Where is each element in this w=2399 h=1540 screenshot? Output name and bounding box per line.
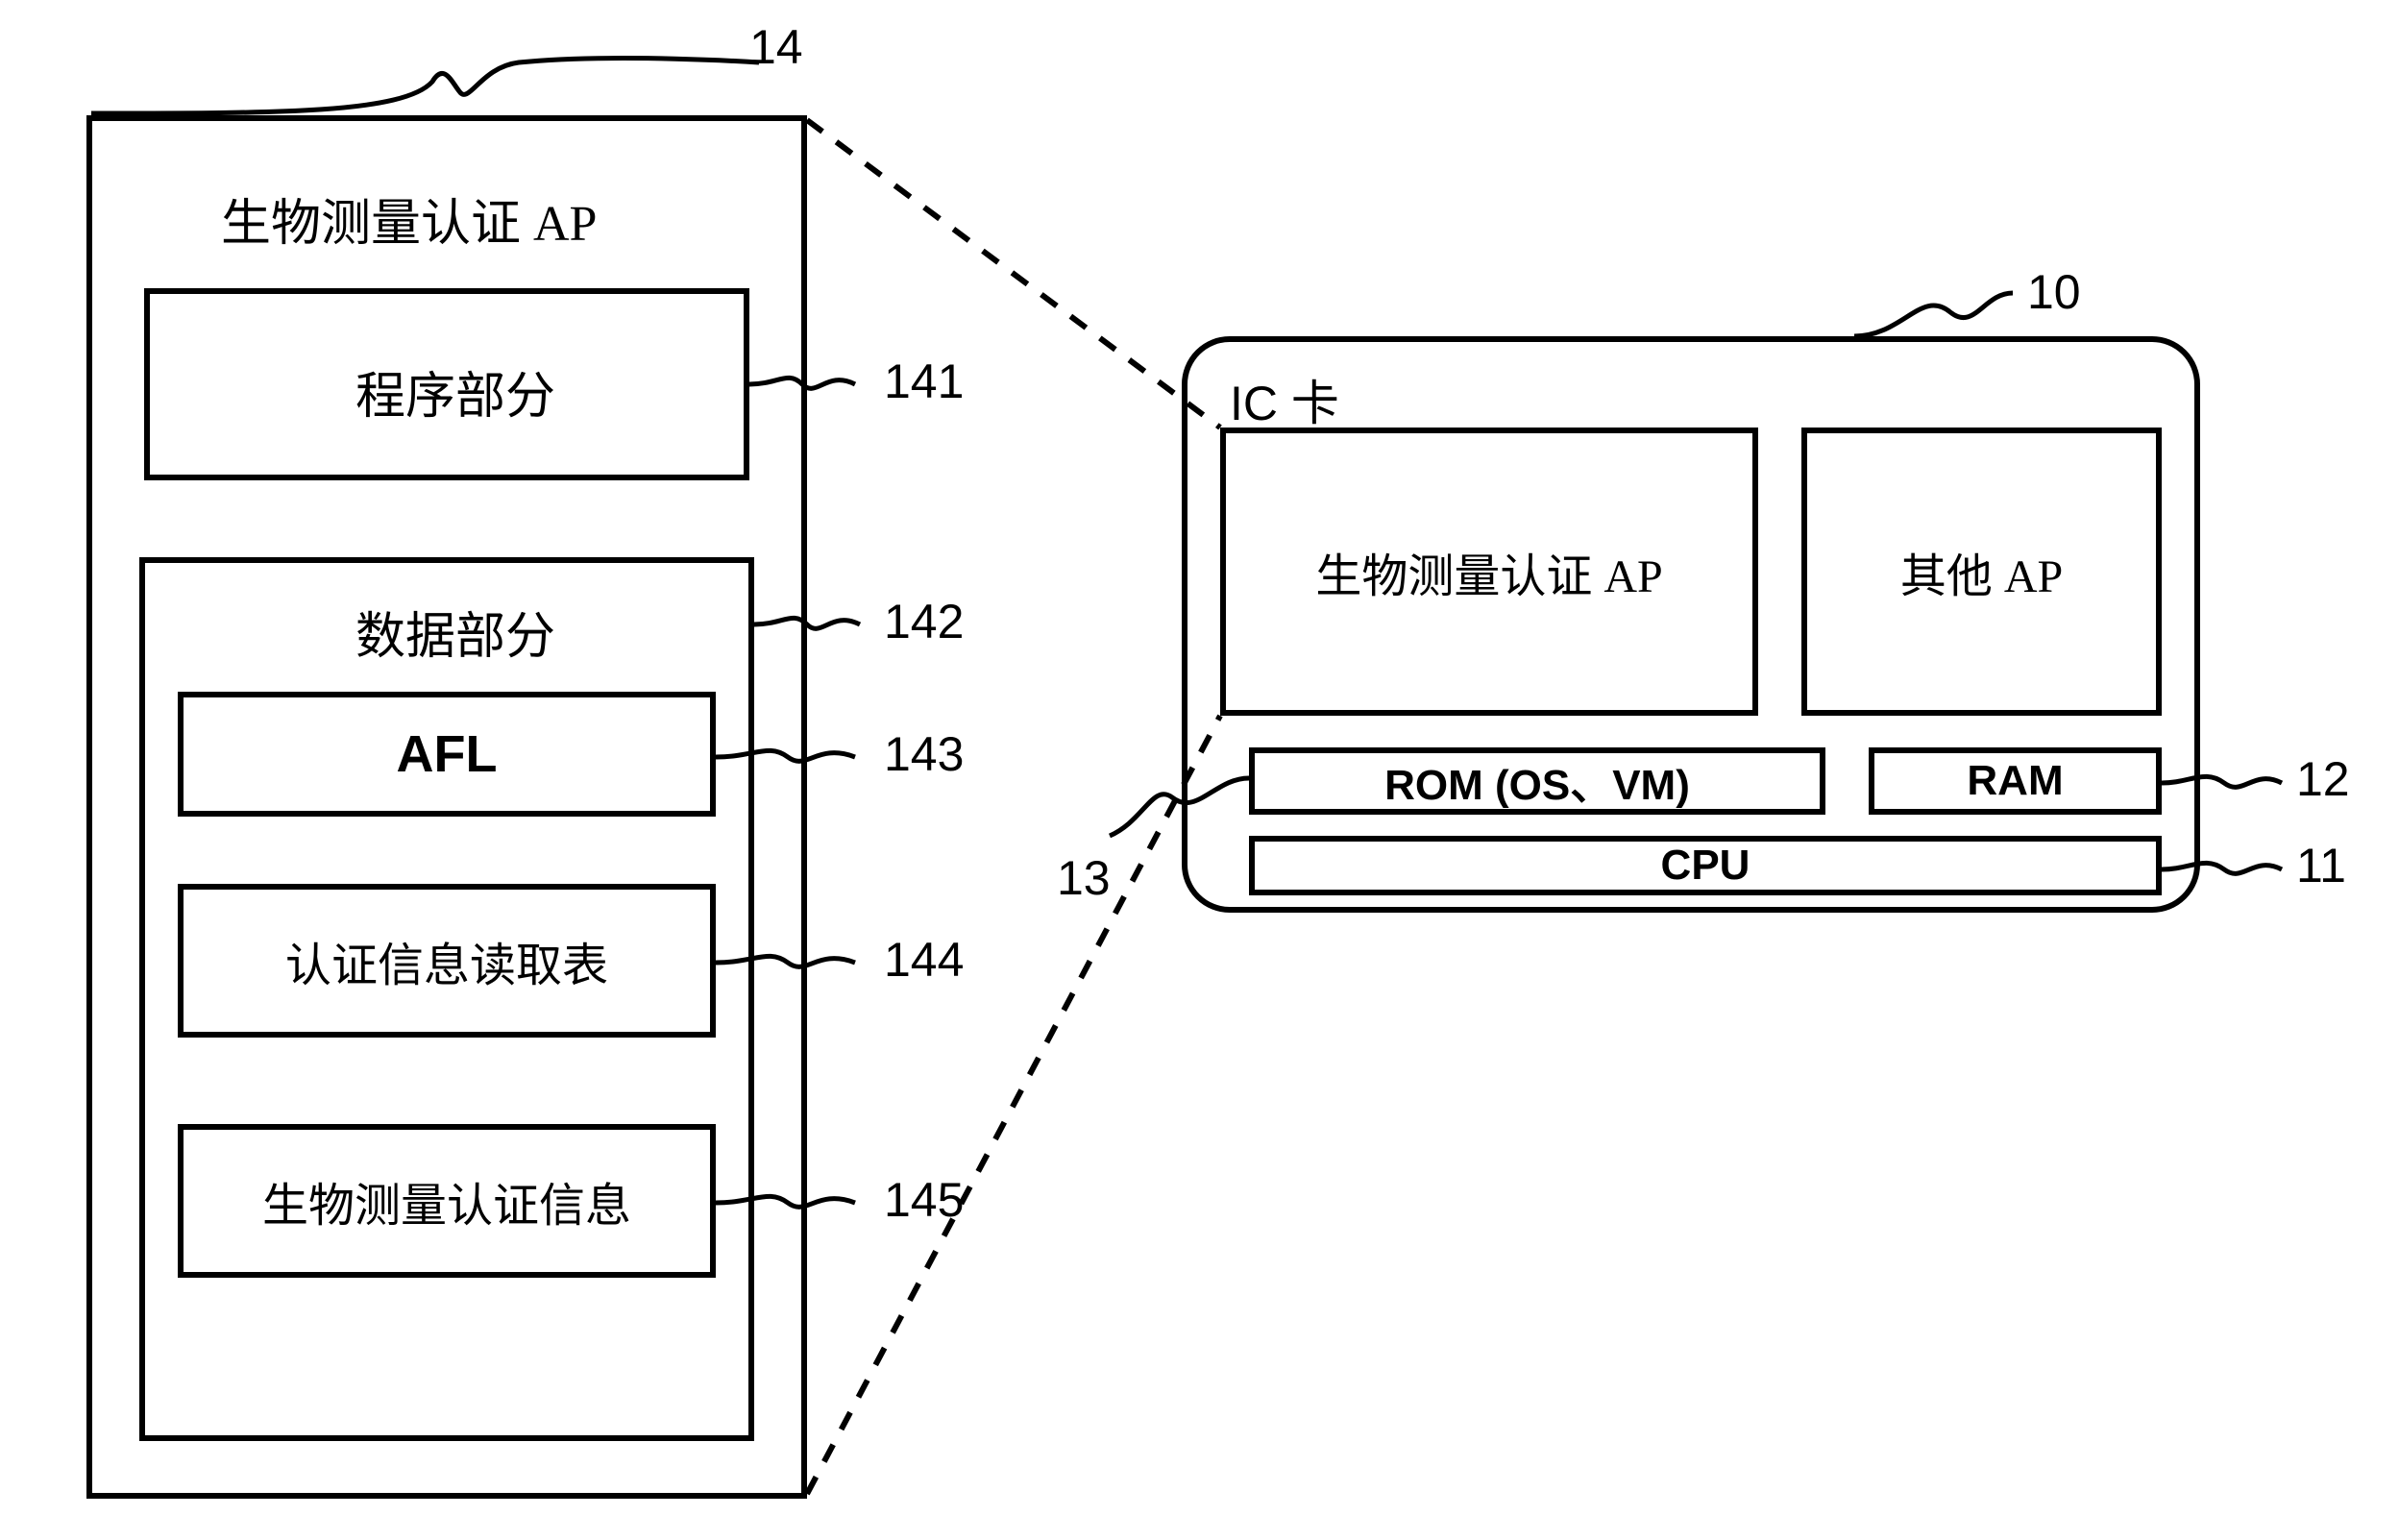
- bio-info-label: 生物测量认证信息: [262, 1167, 631, 1234]
- rom-label: ROM (OS、VM): [1384, 750, 1690, 812]
- ref-142: 142: [884, 594, 964, 649]
- leader-10: [1854, 279, 2027, 346]
- cpu-label: CPU: [1661, 842, 1750, 890]
- ref-12: 12: [2296, 751, 2350, 807]
- card-bio-ap-label: 生物测量认证 AP: [1315, 538, 1662, 605]
- program-label: 程序部分: [355, 355, 555, 428]
- card-other-ap-label: 其他 AP: [1900, 538, 2063, 605]
- leader-13: [1100, 769, 1254, 865]
- leader-143: [716, 738, 879, 776]
- ref-10: 10: [2027, 264, 2081, 320]
- leader-11: [2162, 850, 2296, 889]
- ram-box: RAM: [1869, 747, 2162, 815]
- ic-card-title: IC 卡: [1230, 365, 1339, 434]
- cpu-box: CPU: [1249, 836, 2162, 895]
- card-bio-ap: 生物测量认证 AP: [1220, 428, 1758, 716]
- leader-144: [716, 943, 879, 982]
- leader-12: [2162, 764, 2296, 802]
- ram-label: RAM: [1967, 757, 2063, 805]
- afl-label: AFL: [397, 724, 498, 784]
- auth-table-box: 认证信息读取表: [178, 884, 716, 1038]
- leader-141: [749, 365, 884, 403]
- ref-14: 14: [749, 19, 803, 75]
- ref-145: 145: [884, 1172, 964, 1228]
- ref-141: 141: [884, 354, 964, 409]
- brace-14: [86, 48, 855, 125]
- ref-13: 13: [1057, 850, 1111, 906]
- leader-142: [754, 605, 889, 644]
- data-label: 数据部分: [355, 596, 555, 668]
- card-other-ap: 其他 AP: [1801, 428, 2162, 716]
- ref-11: 11: [2296, 838, 2346, 893]
- afl-box: AFL: [178, 692, 716, 817]
- ref-144: 144: [884, 932, 964, 988]
- ref-143: 143: [884, 726, 964, 782]
- auth-table-label: 认证信息读取表: [285, 927, 608, 994]
- bio-info-box: 生物测量认证信息: [178, 1124, 716, 1278]
- rom-box: ROM (OS、VM): [1249, 747, 1825, 815]
- biometric-ap-title: 生物测量认证 AP: [221, 183, 597, 255]
- leader-145: [716, 1184, 879, 1222]
